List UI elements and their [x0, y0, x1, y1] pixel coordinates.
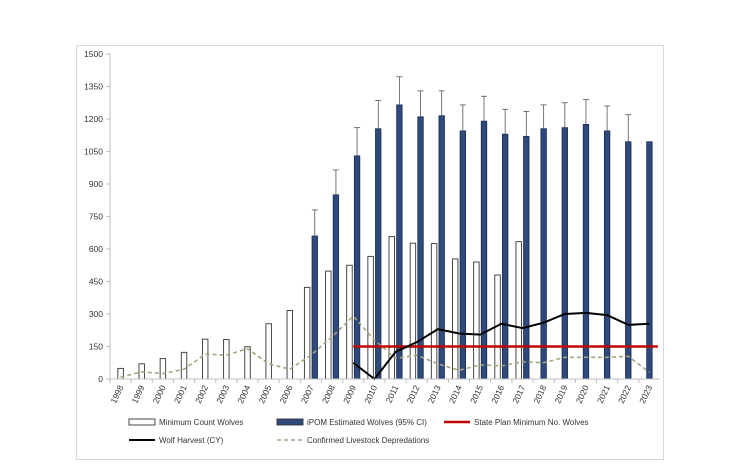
- y-tick-label: 0: [98, 374, 103, 384]
- x-tick-label: 2012: [404, 383, 421, 405]
- x-tick-label: 2002: [193, 383, 210, 405]
- y-tick-label: 1200: [84, 114, 103, 124]
- x-tick-label: 2009: [341, 383, 358, 405]
- x-tick-label: 2003: [214, 383, 231, 405]
- x-tick-label: 2001: [172, 383, 189, 405]
- legend-label: Wolf Harvest (CY): [159, 436, 224, 445]
- line-wolf-harvest: [352, 311, 650, 381]
- bar-ipom-estimate: [582, 124, 590, 380]
- bar-ipom-estimate: [311, 235, 318, 380]
- bar-ipom-estimate: [480, 120, 488, 380]
- x-tick-label: 2008: [320, 383, 337, 405]
- bar-minimum-count: [325, 270, 332, 380]
- bar-minimum-count: [346, 264, 353, 380]
- bar-ipom-estimate: [561, 127, 568, 380]
- y-axis: 0 150 300 450 600 750 900 1050 1200 1350 1500: [84, 49, 111, 384]
- chart-frame: 0 150 300 450 600 750 900 1050 1200 1350 1500 1998…: [76, 45, 664, 460]
- legend-swatch: [128, 418, 156, 426]
- bar-minimum-count: [515, 241, 522, 380]
- bar-minimum-count: [430, 243, 438, 380]
- x-tick-label: 1999: [129, 383, 146, 405]
- legend-label: Minimum Count Wolves: [159, 418, 243, 427]
- bar-ipom-estimate: [625, 141, 632, 380]
- x-tick-label: 2006: [278, 383, 295, 405]
- bar-minimum-count: [265, 323, 272, 380]
- y-tick-label: 900: [89, 179, 103, 189]
- chart-canvas: 0 150 300 450 600 750 900 1050 1200 1350 1500 1998…: [84, 49, 660, 445]
- legend-label: iPOM Estimated Wolves (95% CI): [307, 418, 427, 427]
- bar-minimum-count: [223, 339, 230, 380]
- x-tick-label: 2005: [256, 383, 273, 405]
- bar-ipom-estimate: [332, 194, 340, 380]
- bar-ipom-estimate: [375, 128, 382, 380]
- bar-ipom-estimate: [459, 130, 466, 380]
- bar-minimum-count: [452, 258, 459, 380]
- error-bars: [311, 76, 632, 236]
- x-tick-label: 2007: [299, 383, 316, 405]
- x-tick-label: 2017: [510, 383, 527, 405]
- x-tick-label: 2010: [362, 383, 379, 405]
- x-tick-label: 2004: [235, 383, 252, 405]
- bar-minimum-count: [180, 351, 188, 380]
- x-tick-label: 2015: [468, 383, 485, 405]
- x-tick-label: 1998: [108, 383, 125, 405]
- x-tick-label: 2000: [151, 383, 168, 405]
- legend-label: Confirmed Livestock Depredations: [307, 436, 429, 445]
- bar-minimum-count: [201, 338, 209, 380]
- y-tick-label: 300: [89, 309, 103, 319]
- bar-ipom-estimate: [438, 115, 445, 380]
- y-tick-label: 150: [89, 342, 103, 352]
- bar-minimum-count: [473, 261, 480, 380]
- bars: [117, 104, 653, 380]
- y-tick-label: 1500: [84, 49, 103, 59]
- bar-minimum-count: [409, 242, 417, 380]
- x-tick-label: 2022: [616, 383, 633, 405]
- bar-minimum-count: [244, 346, 251, 380]
- line-livestock-depredations: [120, 315, 650, 379]
- legend-swatch: [276, 418, 304, 426]
- bar-minimum-count: [303, 286, 311, 380]
- bar-ipom-estimate: [396, 104, 403, 380]
- y-tick-label: 750: [89, 212, 103, 222]
- y-tick-label: 1350: [84, 82, 103, 92]
- x-axis: 1998 1999 2000 2001 2002 2003 2004 2005 2006 2007…: [108, 378, 660, 405]
- bar-ipom-estimate: [603, 130, 611, 380]
- y-tick-label: 600: [89, 244, 103, 254]
- y-tick-label: 1050: [84, 147, 103, 157]
- x-tick-label: 2020: [574, 383, 591, 405]
- x-tick-label: 2013: [426, 383, 443, 405]
- bar-ipom-estimate: [540, 128, 547, 380]
- series-lines: [120, 311, 658, 381]
- x-tick-label: 2014: [447, 383, 464, 405]
- x-tick-label: 2018: [531, 383, 548, 405]
- bar-minimum-count: [159, 358, 167, 380]
- bar-ipom-estimate: [523, 135, 530, 380]
- x-tick-label: 2016: [489, 383, 506, 405]
- bar-ipom-estimate: [646, 141, 653, 380]
- x-tick-label: 2011: [384, 383, 401, 404]
- bar-minimum-count: [367, 255, 374, 380]
- legend-label: State Plan Minimum No. Wolves: [474, 418, 589, 427]
- bar-ipom-estimate: [502, 133, 509, 380]
- x-tick-label: 2019: [553, 383, 570, 405]
- legend: Minimum Count Wolves iPOM Estimated Wolve…: [128, 418, 589, 445]
- y-tick-label: 450: [89, 277, 103, 287]
- x-tick-label: 2023: [637, 383, 654, 405]
- x-tick-label: 2021: [595, 383, 612, 405]
